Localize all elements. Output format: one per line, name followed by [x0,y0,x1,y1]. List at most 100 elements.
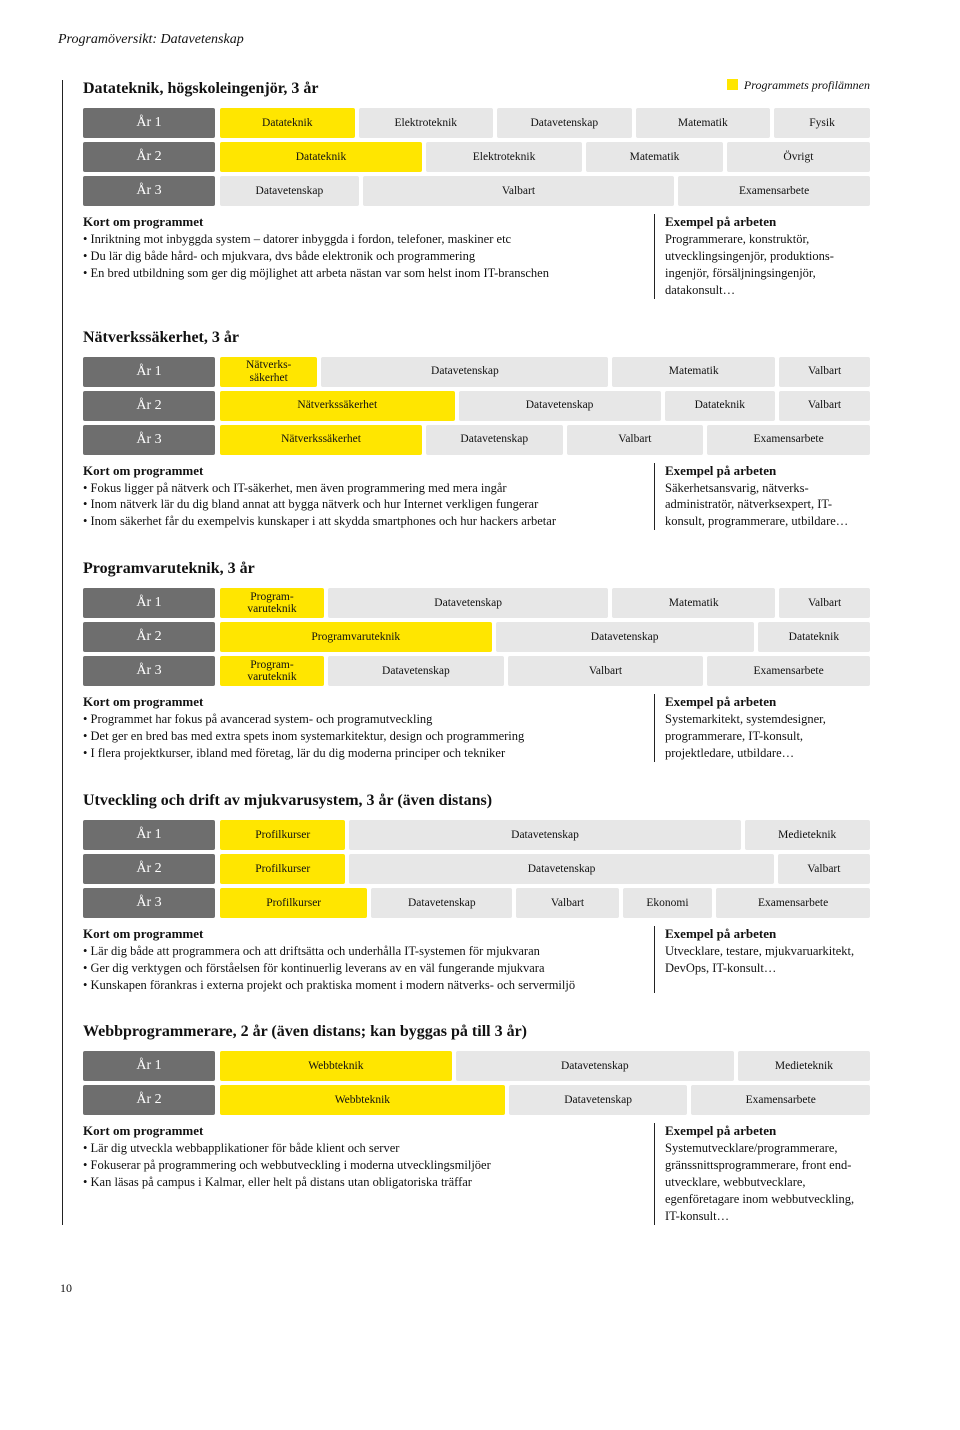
subject-cell: Datateknik [665,391,776,421]
year-cells: Program- varuteknikDatavetenskapValbartE… [220,656,870,686]
bullet-item: Fokus ligger på nätverk och IT-säkerhet,… [83,480,644,497]
subject-cell: Övrigt [727,142,870,172]
year-label: År 2 [83,142,215,172]
kort-title: Kort om programmet [83,926,644,942]
subject-cell: Programvaruteknik [220,622,492,652]
year-row: År 3Program- varuteknikDatavetenskapValb… [83,656,870,686]
bullet-item: Lär dig utveckla webbapplikationer för b… [83,1140,644,1157]
year-cells: Nätverks- säkerhetDatavetenskapMatematik… [220,357,870,387]
program-block: Programvaruteknik, 3 årÅr 1Program- varu… [83,560,870,762]
bullet-item: Inriktning mot inbyggda system – datorer… [83,231,644,248]
exempel-body: Systemarkitekt, systemdesigner, programm… [665,711,870,762]
year-label: År 2 [83,854,215,884]
subject-cell: Datavetenskap [497,108,632,138]
year-row: År 1Nätverks- säkerhetDatavetenskapMatem… [83,357,870,387]
kort-om-programmet: Kort om programmetLär dig utveckla webba… [83,1123,654,1224]
program-block: Utveckling och drift av mjukvarusystem, … [83,792,870,994]
program-title: Webbprogrammerare, 2 år (även distans; k… [83,1023,870,1041]
year-label: År 3 [83,888,215,918]
year-label: År 3 [83,656,215,686]
year-row: År 2NätverkssäkerhetDatavetenskapDatatek… [83,391,870,421]
program-details: Kort om programmetLär dig både att progr… [83,926,870,994]
program-block: Webbprogrammerare, 2 år (även distans; k… [83,1023,870,1224]
page-number: 10 [60,1281,870,1296]
year-cells: Program- varuteknikDatavetenskapMatemati… [220,588,870,618]
subject-cell: Profilkurser [220,888,367,918]
subject-cell: Datavetenskap [349,854,773,884]
subject-cell: Program- varuteknik [220,656,324,686]
subject-cell: Datavetenskap [459,391,661,421]
program-details: Kort om programmetFokus ligger på nätver… [83,463,870,531]
kort-om-programmet: Kort om programmetLär dig både att progr… [83,926,654,994]
bullet-item: Ger dig verktygen och förståelsen för ko… [83,960,644,977]
year-cells: ProgramvaruteknikDatavetenskapDatateknik [220,622,870,652]
subject-cell: Datateknik [220,108,355,138]
subject-cell: Nätverkssäkerhet [220,425,422,455]
program-block: Nätverkssäkerhet, 3 årÅr 1Nätverks- säke… [83,329,870,531]
year-label: År 3 [83,425,215,455]
exempel-pa-arbeten: Exempel på arbetenSystemutvecklare/progr… [654,1123,870,1224]
kort-om-programmet: Kort om programmetInriktning mot inbyggd… [83,214,654,299]
subject-cell: Datateknik [220,142,422,172]
subject-cell: Nätverks- säkerhet [220,357,317,387]
kort-title: Kort om programmet [83,463,644,479]
subject-cell: Profilkurser [220,820,345,850]
year-row: År 2ProgramvaruteknikDatavetenskapDatate… [83,622,870,652]
bullet-item: Inom nätverk lär du dig bland annat att … [83,496,644,513]
legend: Programmets profilämnen [727,78,870,93]
bullet-item: Programmet har fokus på avancerad system… [83,711,644,728]
subject-cell: Datavetenskap [321,357,608,387]
subject-cell: Examensarbete [707,425,870,455]
subject-cell: Datavetenskap [328,588,608,618]
exempel-pa-arbeten: Exempel på arbetenUtvecklare, testare, m… [654,926,870,994]
subject-cell: Datavetenskap [371,888,512,918]
bullet-item: Det ger en bred bas med extra spets inom… [83,728,644,745]
year-row: År 2ProfilkurserDatavetenskapValbart [83,854,870,884]
subject-cell: Matematik [612,588,775,618]
program-details: Kort om programmetProgrammet har fokus p… [83,694,870,762]
year-cells: WebbteknikDatavetenskapMedieteknik [220,1051,870,1081]
subject-cell: Valbart [363,176,674,206]
subject-cell: Datavetenskap [456,1051,734,1081]
kort-title: Kort om programmet [83,694,644,710]
year-row: År 1DatateknikElektroteknikDatavetenskap… [83,108,870,138]
year-row: År 3DatavetenskapValbartExamensarbete [83,176,870,206]
year-cells: NätverkssäkerhetDatavetenskapValbartExam… [220,425,870,455]
subject-cell: Medieteknik [745,820,870,850]
exempel-pa-arbeten: Exempel på arbetenSäkerhetsansvarig, nät… [654,463,870,531]
programs-list: Programmets profilämnenDatateknik, högsk… [62,80,870,1225]
program-details: Kort om programmetInriktning mot inbyggd… [83,214,870,299]
kort-om-programmet: Kort om programmetFokus ligger på nätver… [83,463,654,531]
subject-cell: Examensarbete [678,176,870,206]
year-label: År 2 [83,1085,215,1115]
subject-cell: Nätverkssäkerhet [220,391,455,421]
year-row: År 1WebbteknikDatavetenskapMedieteknik [83,1051,870,1081]
subject-cell: Valbart [508,656,703,686]
year-label: År 2 [83,622,215,652]
subject-cell: Program- varuteknik [220,588,324,618]
subject-cell: Datavetenskap [426,425,563,455]
year-cells: ProfilkurserDatavetenskapValbart [220,854,870,884]
subject-cell: Examensarbete [707,656,870,686]
year-row: År 1Program- varuteknikDatavetenskapMate… [83,588,870,618]
subject-cell: Datavetenskap [496,622,754,652]
year-cells: ProfilkurserDatavetenskapValbartEkonomiE… [220,888,870,918]
subject-cell: Matematik [586,142,723,172]
subject-cell: Examensarbete [691,1085,870,1115]
exempel-title: Exempel på arbeten [665,694,870,710]
kort-title: Kort om programmet [83,1123,644,1139]
subject-cell: Valbart [516,888,618,918]
year-cells: NätverkssäkerhetDatavetenskapDatateknikV… [220,391,870,421]
year-row: År 3NätverkssäkerhetDatavetenskapValbart… [83,425,870,455]
year-label: År 1 [83,588,215,618]
subject-cell: Valbart [779,391,870,421]
legend-swatch [727,79,738,90]
bullet-item: Du lär dig både hård- och mjukvara, dvs … [83,248,644,265]
exempel-body: Programmerare, konstruktör, utvecklingsi… [665,231,870,299]
subject-cell: Matematik [636,108,771,138]
exempel-body: Systemutvecklare/programmerare, gränssni… [665,1140,870,1224]
year-label: År 3 [83,176,215,206]
year-label: År 1 [83,357,215,387]
year-label: År 1 [83,1051,215,1081]
kort-title: Kort om programmet [83,214,644,230]
